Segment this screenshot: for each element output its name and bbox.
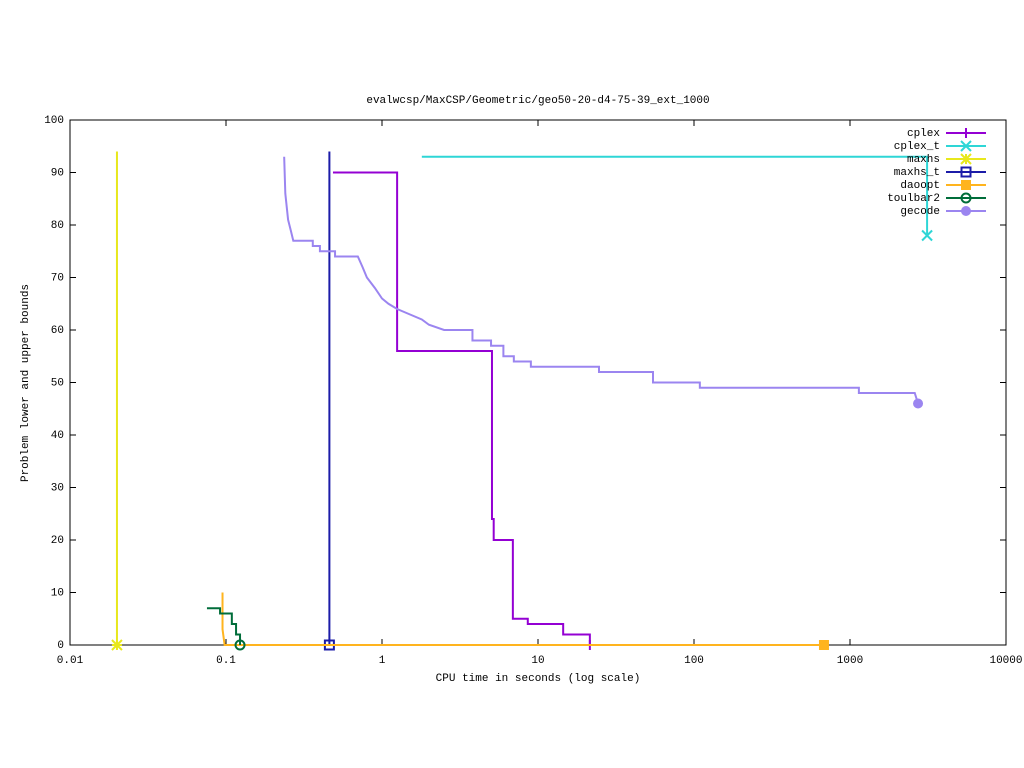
y-tick-label: 90	[51, 167, 64, 179]
chart-title: evalwcsp/MaxCSP/Geometric/geo50-20-d4-75…	[366, 95, 709, 107]
y-tick-label: 0	[57, 640, 64, 652]
x-tick-label: 0.01	[57, 655, 84, 667]
y-tick-label: 10	[51, 587, 64, 599]
x-tick-label: 10	[531, 655, 544, 667]
legend-marker	[961, 128, 971, 138]
legend-label: daoopt	[900, 180, 940, 192]
x-axis-label: CPU time in seconds (log scale)	[436, 673, 641, 685]
plot-border	[69, 119, 1007, 646]
data-point	[913, 398, 924, 409]
marker-stroke	[960, 153, 972, 165]
y-tick-label: 30	[51, 482, 64, 494]
legend-label: maxhs_t	[894, 167, 940, 179]
y-tick-label: 100	[44, 115, 64, 127]
series-line	[206, 607, 242, 645]
y-tick-label: 60	[51, 325, 64, 337]
marker-shape	[913, 398, 924, 409]
y-tick-label: 50	[51, 377, 64, 389]
x-tick-label: 1	[379, 655, 386, 667]
legend-marker	[960, 166, 972, 178]
marker-stroke	[111, 639, 123, 651]
marker-shape	[818, 640, 829, 650]
marker-stroke	[921, 229, 933, 242]
legend-label: gecode	[900, 206, 940, 218]
y-tick-label: 20	[51, 535, 64, 547]
data-point	[818, 640, 829, 650]
legend-label: cplex	[907, 128, 940, 140]
x-tick-label: 1000	[837, 655, 863, 667]
data-point	[921, 229, 933, 242]
x-tick-label: 0.1	[216, 655, 236, 667]
marker-shape	[960, 192, 972, 204]
x-tick-label: 10000	[989, 655, 1022, 667]
legend-marker	[960, 153, 972, 165]
legend-marker	[961, 206, 971, 216]
legend-label: toulbar2	[887, 193, 940, 205]
legend-marker	[960, 140, 972, 152]
marker-shape	[960, 166, 972, 178]
legend-marker	[960, 192, 972, 204]
series-line	[332, 171, 591, 645]
series-line	[221, 592, 824, 646]
marker-shape	[234, 639, 246, 651]
legend-marker	[961, 180, 971, 190]
y-tick-label: 40	[51, 430, 64, 442]
y-tick-label: 70	[51, 272, 64, 284]
x-tick-label: 100	[684, 655, 704, 667]
y-tick-label: 80	[51, 220, 64, 232]
data-point	[234, 639, 246, 651]
y-axis-label: Problem lower and upper bounds	[20, 284, 32, 482]
legend-label: cplex_t	[894, 141, 940, 153]
data-point	[111, 639, 123, 651]
series-line	[421, 155, 929, 236]
marker-stroke	[960, 140, 972, 152]
series-line	[283, 156, 919, 404]
marker-shape	[961, 206, 971, 216]
legend-label: maxhs	[907, 154, 940, 166]
marker-shape	[961, 180, 971, 190]
